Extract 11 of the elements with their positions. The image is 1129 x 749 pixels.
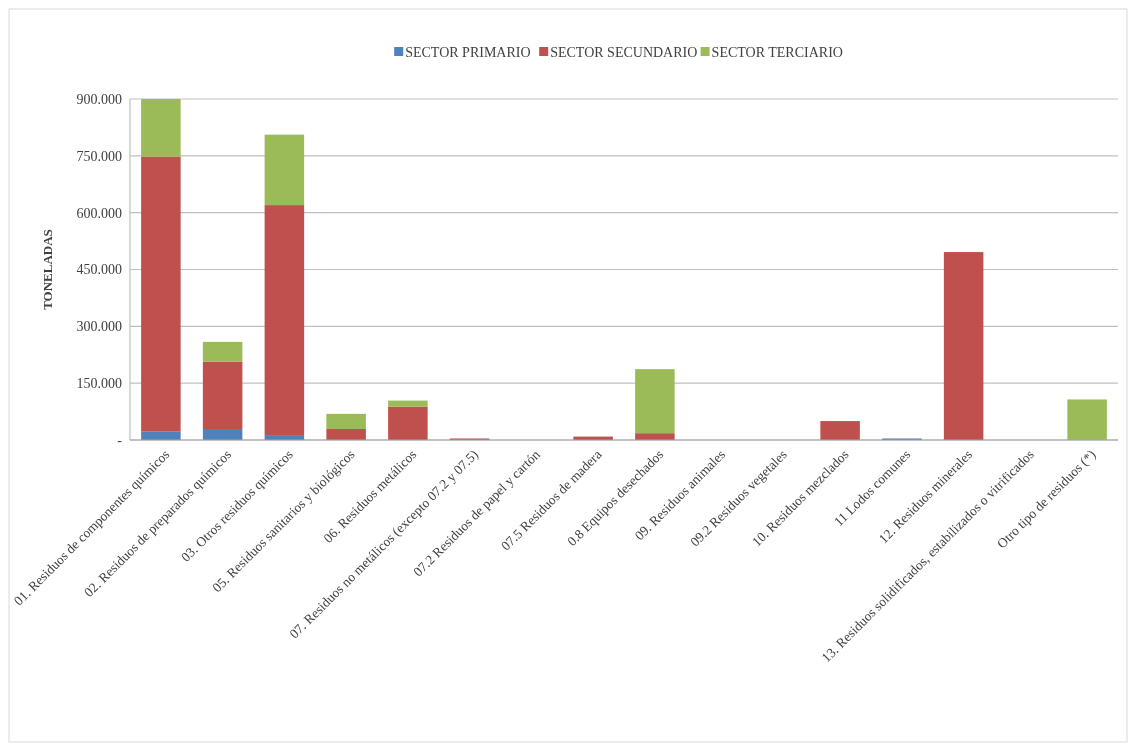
legend-label: SECTOR TERCIARIO [711, 44, 843, 60]
y-tick-label: - [117, 432, 123, 448]
legend-label: SECTOR PRIMARIO [405, 44, 531, 60]
legend-label: SECTOR SECUNDARIO [550, 44, 698, 60]
y-tick-label: 150.000 [76, 376, 122, 392]
y-tick-label: 450.000 [76, 262, 122, 278]
y-tick-label: 750.000 [76, 148, 122, 164]
y-tick-label: 900.000 [76, 91, 122, 107]
y-tick-label: 600.000 [76, 205, 122, 221]
y-axis-title: TONELADAS [40, 229, 55, 310]
y-tick-label: 300.000 [76, 319, 122, 335]
